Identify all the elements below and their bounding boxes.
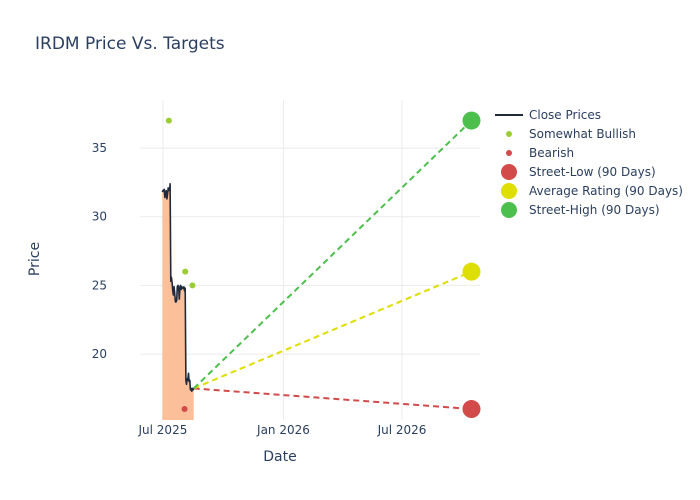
legend-label: Bearish	[529, 146, 574, 160]
close-price-line	[161, 183, 195, 393]
legend-swatch	[501, 183, 517, 199]
rating-point	[165, 117, 172, 124]
target-line	[193, 387, 472, 411]
y-tick-label: 35	[92, 141, 107, 155]
x-axis-label: Date	[263, 449, 296, 465]
x-tick-label: Jan 2026	[256, 423, 310, 437]
legend-label: Close Prices	[529, 108, 601, 122]
legend: Close Prices Somewhat Bullish Bearish Stree…	[495, 108, 683, 218]
y-axis-ticks: 20 25 30 35	[92, 141, 107, 361]
legend-label: Average Rating (90 Days)	[529, 184, 683, 198]
target-markers	[462, 111, 481, 419]
target-marker	[462, 262, 481, 281]
y-tick-label: 20	[92, 347, 107, 361]
target-marker	[462, 111, 481, 130]
legend-label: Somewhat Bullish	[529, 127, 636, 141]
x-axis-ticks: Jul 2025 Jan 2026 Jul 2026	[138, 423, 427, 437]
legend-label: Street-Low (90 Days)	[529, 165, 656, 179]
legend-label: Street-High (90 Days)	[529, 203, 660, 217]
legend-swatch	[501, 164, 517, 180]
y-axis-label: Price	[27, 242, 43, 276]
rating-point	[181, 406, 188, 413]
rating-point	[182, 268, 189, 275]
y-tick-label: 30	[92, 210, 107, 224]
gridlines	[140, 100, 480, 420]
chart-title: IRDM Price Vs. Targets	[35, 34, 225, 54]
close-price-area	[162, 183, 194, 420]
close-price-series	[161, 183, 195, 393]
legend-swatch	[501, 202, 517, 218]
legend-swatch	[506, 131, 512, 137]
close-price-fill	[162, 183, 194, 420]
y-tick-label: 25	[92, 278, 107, 292]
x-tick-label: Jul 2025	[138, 423, 188, 437]
target-line	[193, 270, 472, 390]
legend-swatch	[506, 150, 512, 156]
target-line	[193, 119, 473, 390]
analyst-rating-points	[165, 117, 196, 413]
target-marker	[462, 400, 481, 419]
target-projection-lines	[193, 119, 473, 411]
x-tick-label: Jul 2026	[377, 423, 427, 437]
rating-point	[189, 282, 196, 289]
